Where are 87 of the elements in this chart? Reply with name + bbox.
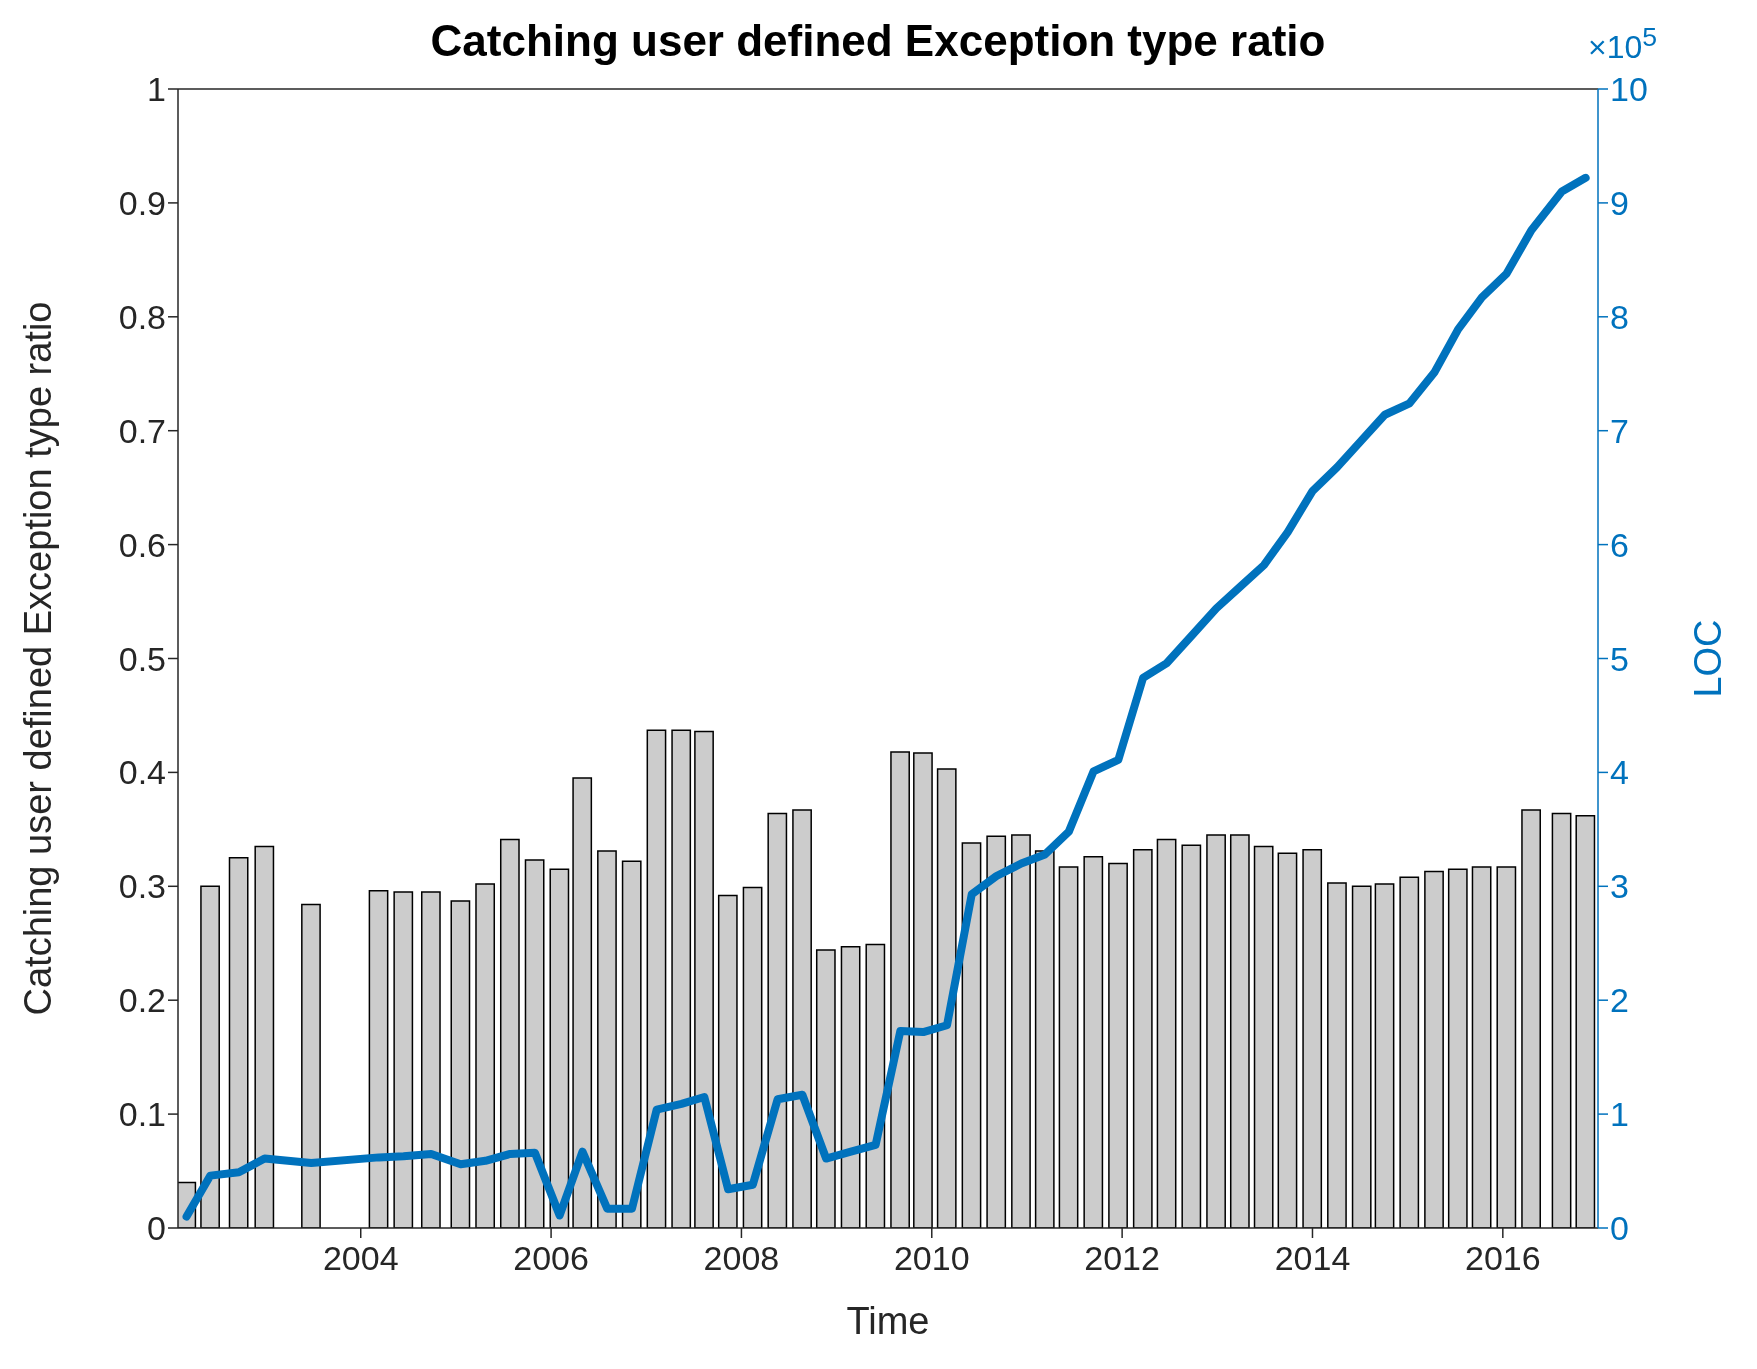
bar: [1277, 852, 1298, 1228]
bar: [1521, 809, 1541, 1228]
y-tick-label: 0: [147, 1209, 166, 1248]
bar: [1351, 885, 1372, 1228]
x-tick-label: 2006: [513, 1239, 589, 1278]
bar: [1302, 849, 1323, 1228]
y2-tick-label: 4: [1610, 753, 1629, 792]
y-tick-label: 0.4: [118, 753, 166, 792]
bar: [1575, 814, 1596, 1228]
y-tick-label: 0.9: [118, 183, 166, 222]
bar: [1496, 866, 1517, 1228]
y-tick-label: 1: [147, 70, 166, 109]
bar: [694, 730, 714, 1228]
y-tick-label: 0.8: [118, 297, 166, 336]
bar: [301, 903, 321, 1228]
bar: [1327, 882, 1347, 1228]
bar: [1399, 876, 1420, 1228]
y-tick-label: 0.2: [118, 981, 166, 1020]
bar: [767, 812, 788, 1228]
bar: [1058, 866, 1079, 1228]
bar: [792, 809, 812, 1228]
bar: [1132, 849, 1153, 1228]
y2-tick-label: 2: [1610, 981, 1629, 1020]
bar: [1471, 866, 1492, 1228]
bar: [254, 845, 275, 1228]
bar: [228, 857, 249, 1228]
x-tick-label: 2012: [1084, 1239, 1160, 1278]
bar: [368, 890, 389, 1228]
bar: [1253, 845, 1274, 1228]
bar: [549, 868, 570, 1228]
text: ×10$^{5}$: [1588, 22, 1658, 66]
y-axis-title: Catching user defined Exception type ratio: [17, 301, 60, 1016]
bar: [572, 777, 593, 1228]
bar: [200, 885, 220, 1228]
x-tick-label: 2014: [1274, 1239, 1351, 1278]
y2-tick-label: 6: [1610, 525, 1629, 564]
y2-tick-label: 5: [1610, 639, 1629, 678]
bar: [393, 891, 414, 1228]
bar: [936, 768, 957, 1228]
bar: [1229, 834, 1250, 1228]
y2-tick-label: 8: [1610, 297, 1629, 336]
y-tick-label: 0.6: [118, 525, 166, 564]
bar: [420, 891, 441, 1228]
bar: [1447, 868, 1468, 1228]
bar: [986, 835, 1007, 1228]
bar: [1374, 883, 1395, 1228]
y2-axis-title: LOC: [1687, 619, 1730, 698]
bar: [1034, 850, 1055, 1228]
bar: [1083, 855, 1104, 1228]
y2-tick-label: 9: [1610, 183, 1629, 222]
bar: [1011, 834, 1031, 1228]
bar: [1206, 834, 1226, 1228]
x-tick-label: 2004: [322, 1239, 399, 1278]
y-tick-label: 0.1: [118, 1095, 166, 1134]
bar: [671, 729, 692, 1228]
bar: [450, 900, 471, 1228]
bar: [475, 883, 496, 1228]
y-tick-label: 0.7: [118, 411, 166, 450]
bar: [742, 886, 763, 1228]
y2-tick-label: 0: [1610, 1209, 1629, 1248]
y-tick-label: 0.3: [118, 867, 166, 906]
bar: [865, 943, 886, 1228]
x-tick-label: 2008: [703, 1239, 780, 1278]
bar: [1424, 870, 1444, 1228]
bar: [499, 838, 520, 1228]
y2-tick-label: 10: [1610, 70, 1648, 109]
bar: [621, 860, 642, 1228]
bar: [840, 945, 861, 1228]
y2-tick-label: 1: [1610, 1095, 1629, 1134]
bar: [524, 859, 545, 1228]
x-tick-label: 2016: [1465, 1239, 1541, 1278]
x-tick-label: 2010: [893, 1239, 970, 1278]
bar: [646, 729, 667, 1228]
bar: [890, 751, 910, 1228]
chart-title: Catching user defined Exception type ratio: [430, 16, 1326, 65]
x-axis-title: Time: [846, 1300, 930, 1342]
bar: [1551, 812, 1572, 1228]
bar: [717, 894, 738, 1228]
bar: [1181, 844, 1202, 1228]
bar: [1156, 838, 1177, 1228]
y-tick-label: 0.5: [118, 639, 166, 678]
y2-tick-label: 7: [1610, 411, 1629, 450]
bar: [597, 850, 617, 1228]
y2-tick-label: 3: [1610, 867, 1629, 906]
bar: [913, 752, 933, 1228]
bar: [815, 949, 836, 1228]
bar: [1108, 862, 1128, 1228]
